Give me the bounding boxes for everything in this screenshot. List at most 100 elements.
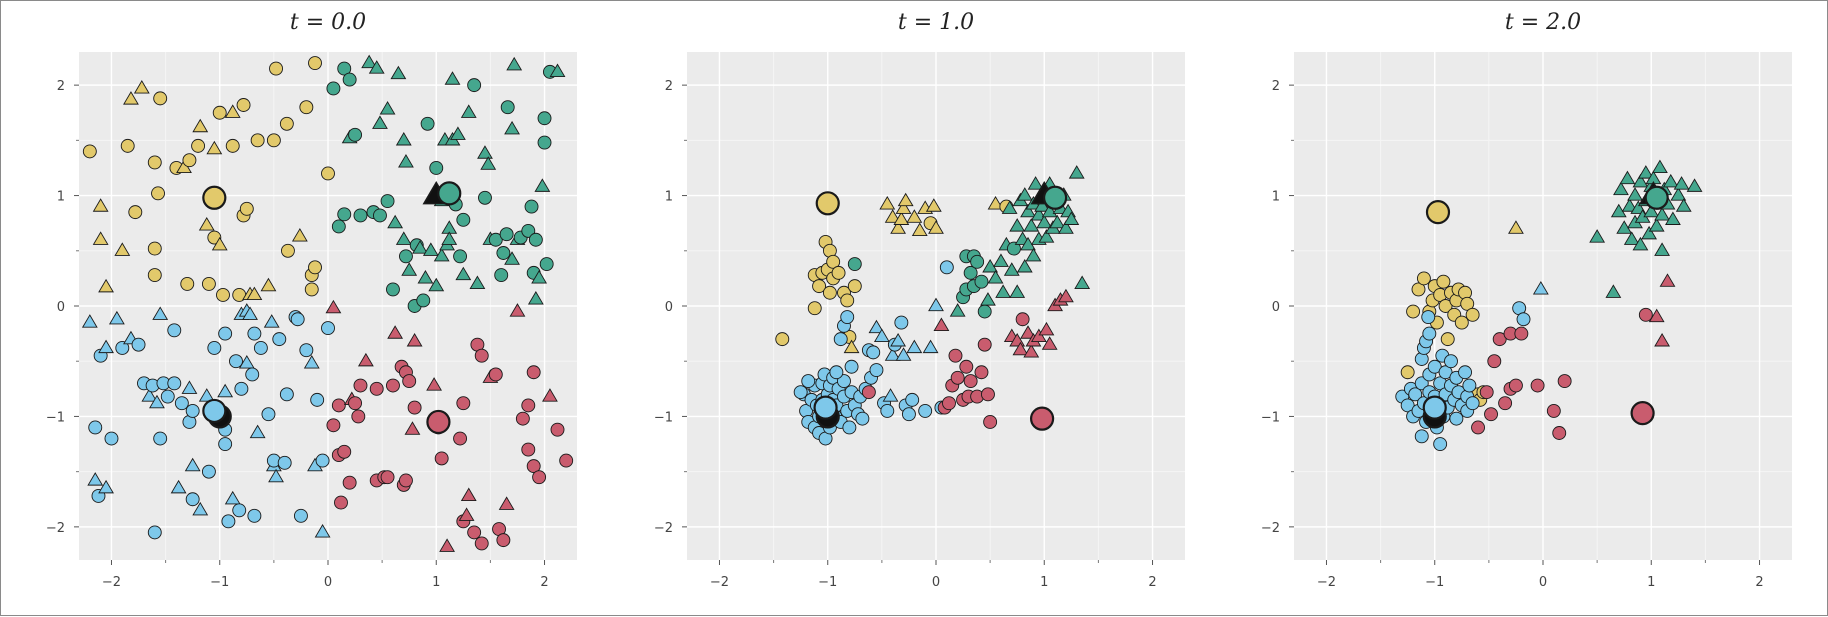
triangle-point: [980, 292, 996, 306]
circle-point: [310, 392, 325, 407]
triangle-point: [893, 211, 910, 225]
chart-title: t = 2.0: [1505, 10, 1581, 35]
circle-point: [1440, 332, 1455, 347]
triangle-point: [509, 303, 526, 317]
circle-point: [494, 268, 509, 283]
circle-point: [456, 396, 471, 411]
circle-point: [801, 374, 816, 389]
circle-point: [1516, 312, 1531, 327]
triangle-point: [1648, 308, 1665, 323]
center-circle-marker: [1422, 395, 1447, 420]
triangle-point: [390, 65, 407, 80]
circle-point: [331, 219, 346, 234]
triangle-point: [480, 156, 497, 170]
triangle-point: [211, 236, 228, 251]
data-points: [81, 54, 574, 552]
triangle-point: [1589, 229, 1606, 243]
circle-point: [308, 260, 322, 275]
circle-point: [1436, 274, 1451, 289]
triangle-point: [361, 54, 378, 69]
center-circle-marker: [202, 185, 227, 210]
x-tick-label: 0: [932, 575, 940, 590]
x-tick-label: −2: [102, 575, 121, 590]
circle-point: [1444, 354, 1458, 369]
triangle-point: [895, 347, 912, 361]
circle-point: [526, 365, 541, 380]
triangle-point: [1068, 165, 1085, 179]
circle-point: [334, 495, 348, 510]
circle-point: [373, 208, 387, 223]
triangle-point: [504, 251, 520, 265]
triangle-point: [868, 319, 885, 334]
circle-point: [524, 199, 539, 214]
circle-point: [277, 455, 292, 470]
circle-point: [353, 208, 368, 223]
triangle-point: [181, 380, 198, 394]
circle-point: [1433, 437, 1448, 451]
circle-point: [293, 508, 308, 523]
triangle-point: [224, 104, 241, 118]
triangle-point: [108, 310, 125, 325]
circle-point: [290, 312, 305, 327]
circle-point: [342, 475, 357, 490]
circle-point: [239, 201, 254, 216]
y-tick-label: 1: [1272, 190, 1280, 205]
circle-point: [279, 116, 294, 131]
center-circle-marker: [1425, 200, 1451, 225]
triangle-point: [1003, 262, 1020, 276]
circle-point: [407, 400, 422, 415]
circle-point: [229, 354, 243, 369]
triangle-point: [1508, 220, 1524, 234]
circle-point: [496, 533, 511, 548]
triangle-point: [192, 501, 209, 516]
triangle-point: [325, 299, 342, 314]
triangle-point: [314, 524, 331, 538]
x-tick-label: 2: [540, 575, 548, 590]
circle-point: [948, 348, 963, 363]
chart-title: t = 0.0: [290, 10, 366, 35]
triangle-point: [949, 303, 966, 317]
chart-panel-3: −2 −1 0 1 2 −2 −1 0 1 2 t = 2.0: [1261, 10, 1792, 590]
circle-point: [488, 367, 503, 382]
circle-point: [959, 359, 974, 374]
circle-point: [342, 72, 357, 87]
circle-point: [456, 212, 471, 227]
circle-point: [1414, 376, 1429, 391]
x-tick-label: −1: [210, 575, 229, 590]
circle-point: [174, 396, 189, 411]
triangle-point: [387, 325, 404, 339]
triangle-point: [1009, 218, 1026, 232]
center-circle-marker: [815, 191, 840, 216]
y-tick-label: 0: [665, 300, 673, 315]
circle-point: [496, 246, 511, 260]
circle-point: [499, 227, 514, 242]
circle-point: [261, 407, 276, 422]
circle-point: [253, 341, 268, 355]
triangle-point: [1643, 203, 1660, 218]
triangle-point: [884, 347, 901, 361]
circle-point: [1422, 326, 1437, 341]
circle-point: [201, 276, 216, 291]
circle-point: [212, 105, 227, 120]
circle-point: [1638, 307, 1653, 322]
triangle-point: [92, 231, 109, 245]
x-tick-label: 0: [324, 575, 332, 590]
triangle-point: [444, 71, 461, 85]
triangle-point: [170, 479, 187, 494]
triangle-point: [527, 290, 544, 305]
triangle-point: [198, 216, 215, 231]
circle-point: [321, 166, 335, 181]
circle-point: [221, 514, 236, 529]
triangle-point: [1001, 200, 1018, 214]
triangle-point: [1613, 181, 1629, 196]
circle-point: [402, 374, 417, 389]
circle-point: [348, 396, 363, 411]
y-tick-label: 2: [57, 79, 65, 94]
y-tick-label: −2: [1261, 521, 1280, 536]
triangle-point: [1670, 187, 1687, 201]
triangle-point: [404, 421, 421, 435]
circle-point: [1530, 378, 1545, 393]
circle-point: [977, 304, 992, 319]
triangle-point: [879, 196, 896, 210]
triangle-point: [114, 242, 131, 256]
